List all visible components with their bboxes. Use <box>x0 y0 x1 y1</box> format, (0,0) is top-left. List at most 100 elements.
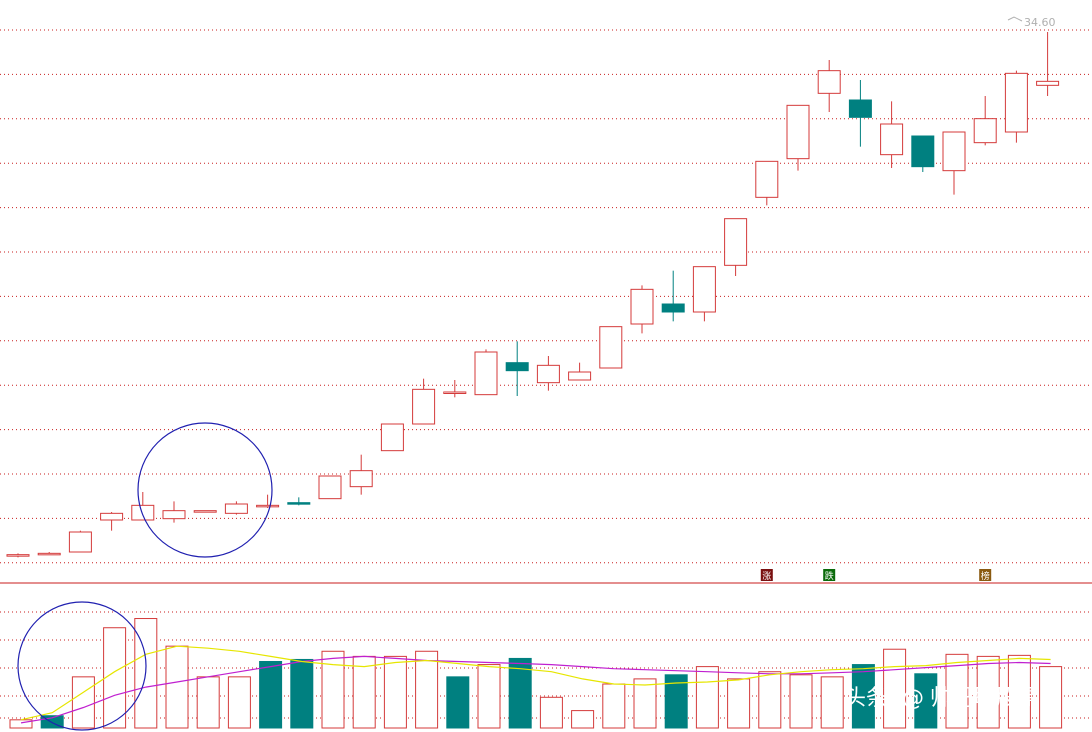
candle <box>848 80 872 147</box>
volume-bar <box>290 658 314 729</box>
watermark-brand: 头条 <box>844 686 888 711</box>
signal-tag-box <box>823 569 836 581</box>
candle-body <box>880 123 904 156</box>
candle <box>599 326 623 369</box>
volume-bar <box>259 661 283 729</box>
candle-body <box>1036 80 1060 86</box>
volume-bar <box>321 650 345 729</box>
volume-bar <box>508 657 532 729</box>
candle <box>911 135 935 172</box>
high-price-label: 34.60 <box>1024 16 1056 29</box>
candle-body <box>755 160 779 198</box>
candle <box>224 501 248 515</box>
candle <box>536 356 560 391</box>
candle-body <box>848 99 872 118</box>
candle <box>661 270 685 322</box>
candle-body <box>973 118 997 144</box>
candle-body <box>599 326 623 369</box>
candle-body <box>505 362 529 372</box>
signal-tag-box <box>979 569 992 581</box>
volume-bar <box>727 678 751 729</box>
candle-body <box>318 475 342 500</box>
candle <box>380 423 404 452</box>
highlight-circle-price <box>137 422 273 558</box>
candle-body <box>786 104 810 160</box>
volume-bar <box>914 673 938 729</box>
candle-body <box>256 504 280 508</box>
candle-body <box>287 502 311 505</box>
volume-bar <box>851 664 875 729</box>
candle <box>37 552 61 556</box>
candle <box>68 530 92 553</box>
volume-bar <box>1039 666 1063 729</box>
candle <box>505 341 529 396</box>
volume-bar <box>758 671 782 729</box>
price-grid <box>0 29 1092 564</box>
signal-tag-label: 涨 <box>762 571 771 582</box>
candle <box>568 362 592 381</box>
volume-bar <box>227 676 251 729</box>
volume-bar <box>196 676 220 729</box>
signal-tag-label: 榜 <box>981 570 990 582</box>
signal-tags: 涨跌榜 <box>760 569 992 582</box>
candle-body <box>37 552 61 556</box>
volume-bar <box>571 710 595 729</box>
volume-series <box>9 618 1063 729</box>
volume-bar <box>165 645 189 729</box>
volume-ma-short-line <box>20 645 1051 721</box>
volume-bar <box>976 655 1000 729</box>
candle <box>100 512 124 531</box>
watermark-at: @ <box>902 686 924 711</box>
candle-body <box>942 131 966 172</box>
candle <box>474 349 498 396</box>
candle-body <box>131 504 155 521</box>
candle <box>692 266 716 322</box>
candle-body <box>911 135 935 168</box>
watermark: 头条 @ 帅哥聊股票 <box>844 686 1040 711</box>
high-price-leader <box>1007 16 1023 22</box>
candle <box>1004 70 1028 143</box>
candle-body <box>68 531 92 553</box>
volume-bar <box>664 674 688 729</box>
candle <box>942 131 966 195</box>
candle <box>973 96 997 146</box>
candle-body <box>817 70 841 94</box>
candle <box>162 501 186 523</box>
candle <box>131 492 155 521</box>
candle <box>349 454 373 495</box>
candle <box>6 553 30 558</box>
volume-bar <box>945 653 969 729</box>
candle-body <box>568 371 592 381</box>
candle-body <box>100 512 124 521</box>
volume-bar <box>1007 654 1031 729</box>
volume-ma-long-line <box>20 655 1051 724</box>
candle-body <box>224 503 248 514</box>
volume-bar <box>9 719 33 729</box>
candle <box>443 380 467 398</box>
candle-body <box>412 388 436 425</box>
volume-bar <box>383 655 407 729</box>
candle <box>755 160 779 206</box>
candle <box>318 475 342 500</box>
candle <box>630 285 654 334</box>
candle-body <box>6 554 30 557</box>
volume-bar <box>539 696 563 729</box>
volume-bar <box>633 678 657 729</box>
volume-bar <box>71 676 95 729</box>
candle-body <box>1004 72 1028 133</box>
candle-body <box>474 351 498 396</box>
candle <box>256 494 280 508</box>
signal-tag-label: 跌 <box>825 571 834 582</box>
candle <box>1036 32 1060 96</box>
candlestick-series <box>6 32 1060 558</box>
candle-body <box>443 391 467 394</box>
volume-bar <box>602 683 626 729</box>
candle <box>287 497 311 506</box>
volume-bar <box>820 676 844 729</box>
highlight-circle-volume <box>17 601 147 731</box>
signal-tag-box <box>760 569 773 581</box>
candle-body <box>162 510 186 520</box>
candle-body <box>630 288 654 325</box>
volume-bar <box>789 674 813 729</box>
